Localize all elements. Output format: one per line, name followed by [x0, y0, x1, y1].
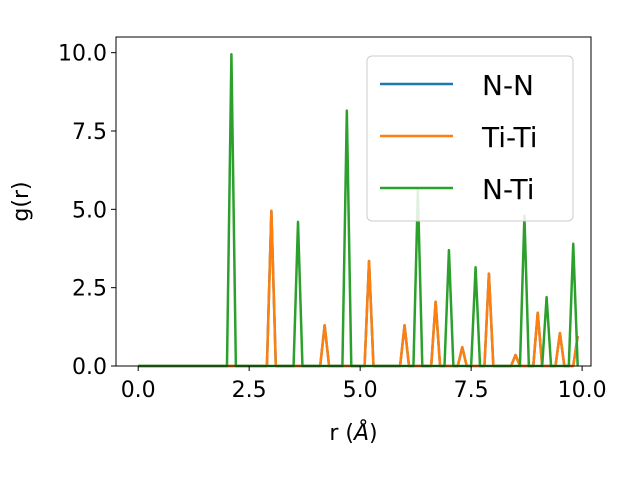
x-axis-label: r (Å) — [329, 419, 377, 446]
y-tick-label: 5.0 — [72, 198, 107, 223]
x-tick-label: 5.0 — [343, 378, 378, 403]
series-line-n-ti — [138, 52, 579, 368]
legend-label-ti-ti: Ti-Ti — [481, 121, 538, 154]
x-tick-label: 0.0 — [121, 378, 156, 403]
x-tick-label: 10.0 — [558, 378, 607, 403]
plot-frame — [115, 36, 592, 367]
y-tick-label: 2.5 — [72, 277, 107, 302]
y-tick-label: 10.0 — [58, 42, 107, 67]
y-axis-ticks: 0.0 2.5 5.0 7.5 10.0 — [58, 42, 116, 380]
x-tick-label: 7.5 — [454, 378, 489, 403]
y-tick-label: 7.5 — [72, 120, 107, 145]
y-axis-label: g(r) — [9, 181, 34, 221]
legend-label-n-ti: N-Ti — [482, 173, 535, 206]
legend-box — [366, 55, 574, 222]
x-axis-ticks: 0.0 2.5 5.0 7.5 10.0 — [121, 366, 607, 403]
series-line-n-n — [138, 209, 579, 368]
x-axis-label-main: r ( — [329, 421, 354, 446]
legend: N-N Ti-Ti N-Ti — [366, 55, 574, 222]
legend-label-n-n: N-N — [482, 69, 534, 102]
x-axis-label-unit: Å — [352, 419, 369, 446]
series-line-ti-ti — [138, 209, 579, 368]
x-axis-label-close: ) — [369, 421, 378, 446]
y-tick-label: 0.0 — [72, 355, 107, 380]
x-tick-label: 2.5 — [232, 378, 267, 403]
